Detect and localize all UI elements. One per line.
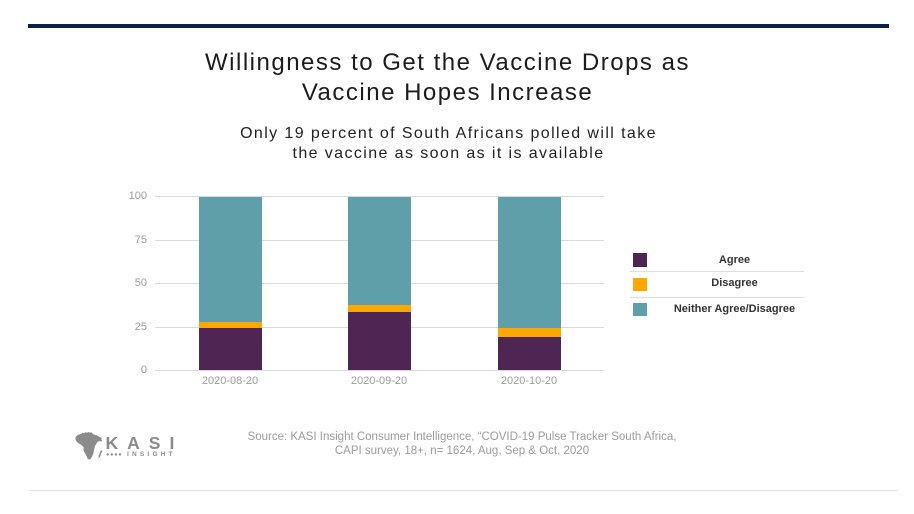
svg-text:INSIGHT: INSIGHT xyxy=(127,451,176,458)
svg-text:KASI: KASI xyxy=(106,433,184,453)
svg-text:●●●●: ●●●● xyxy=(106,452,123,458)
